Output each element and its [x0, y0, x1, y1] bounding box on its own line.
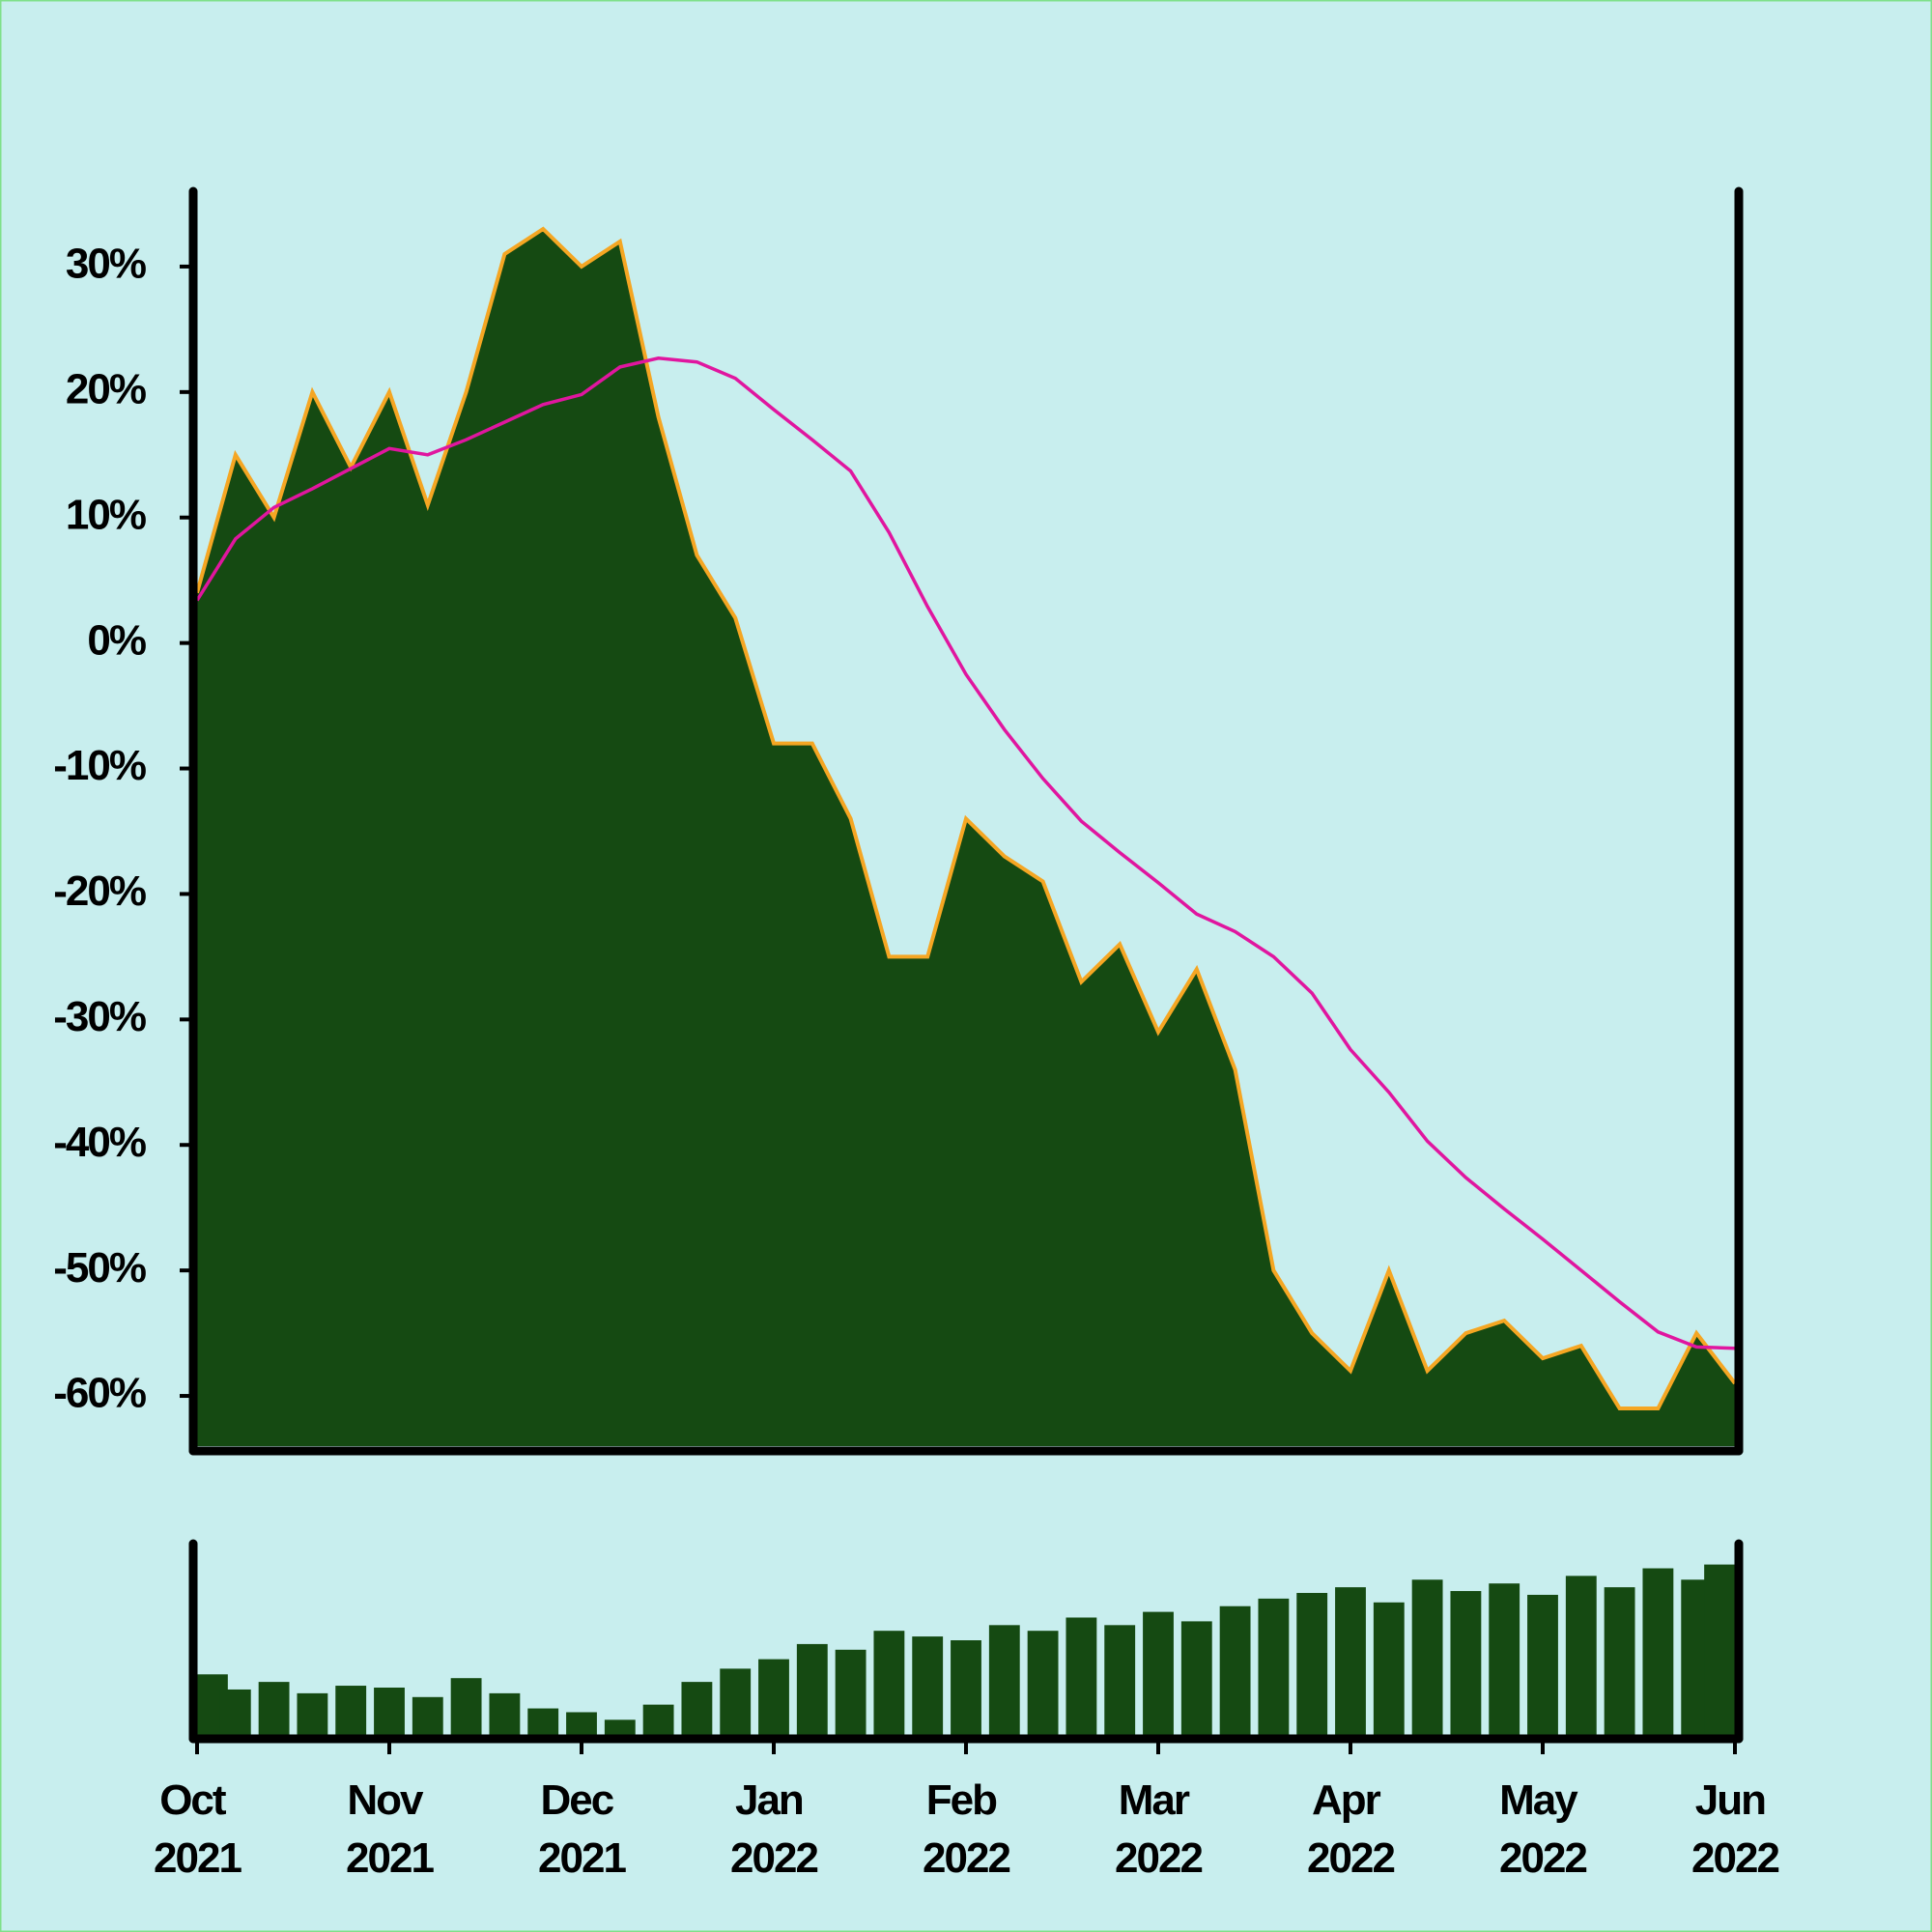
volume-bar	[758, 1659, 789, 1735]
volume-bar	[1565, 1576, 1597, 1735]
y-tick-label: -60%	[53, 1370, 146, 1417]
axes-frame	[188, 186, 1744, 1744]
volume-bar	[1704, 1564, 1735, 1735]
volume-bar	[912, 1636, 944, 1735]
price-area	[197, 229, 1735, 1446]
x-tick-label: May 2022	[1499, 1776, 1586, 1882]
volume-bar	[297, 1692, 328, 1735]
x-tick-label: Oct 2021	[154, 1776, 242, 1882]
y-tick-label: 20%	[66, 365, 146, 412]
x-tick-label: Nov 2021	[346, 1776, 434, 1882]
moving-average-line	[195, 356, 1736, 1350]
volume-bar	[335, 1686, 367, 1735]
volume-bar	[374, 1688, 405, 1735]
volume-bar	[1143, 1611, 1174, 1735]
volume-bar	[1489, 1583, 1520, 1735]
y-tick-label: -40%	[53, 1119, 146, 1166]
price-line	[195, 226, 1737, 1410]
volume-bar	[1604, 1587, 1635, 1735]
x-tick-label: Mar 2022	[1115, 1776, 1202, 1882]
volume-bar	[1450, 1591, 1482, 1735]
volume-bar	[1180, 1621, 1212, 1735]
x-tick-label: Apr 2022	[1307, 1776, 1394, 1882]
volume-bar	[1258, 1598, 1290, 1735]
y-tick-label: 0%	[87, 616, 145, 664]
volume-bar	[1065, 1617, 1097, 1735]
volume-bar	[1296, 1593, 1328, 1735]
volume-bar	[681, 1682, 713, 1735]
volume-bar	[604, 1719, 636, 1735]
volume-bar	[1219, 1605, 1251, 1735]
volume-bar	[1642, 1568, 1674, 1735]
volume-bar	[1335, 1587, 1366, 1735]
y-tick-label: -30%	[53, 993, 146, 1040]
volume-bar	[873, 1631, 905, 1735]
volume-bar	[1104, 1625, 1136, 1735]
y-tick-label: -10%	[53, 742, 146, 789]
volume-bar	[258, 1682, 290, 1735]
volume-bar	[1027, 1631, 1059, 1735]
volume-bar	[1373, 1602, 1405, 1735]
volume-panel: Oct 2021 Nov 2021 Dec 2021 Jan 2022 Feb 2022…	[154, 1564, 1780, 1882]
volume-bar	[219, 1689, 251, 1735]
volume-bar	[412, 1696, 443, 1735]
volume-bar	[951, 1640, 981, 1735]
volume-bar	[642, 1704, 674, 1735]
x-tick-label: Feb 2022	[923, 1776, 1009, 1882]
volume-bar	[796, 1643, 828, 1735]
x-tick-label: Jun 2022	[1691, 1776, 1778, 1882]
price-panel: -60% -50% -40% -30% -20% -10% 0% 10% 20% 30%	[53, 226, 1737, 1446]
volume-bar	[1411, 1579, 1443, 1735]
volume-bar	[527, 1708, 559, 1735]
volume-bar	[835, 1649, 867, 1735]
volume-bar	[566, 1712, 597, 1735]
y-tick-label: -50%	[53, 1244, 146, 1292]
volume-bar	[450, 1678, 482, 1735]
y-tick-label: 30%	[66, 241, 146, 288]
volume-bar	[720, 1668, 752, 1735]
x-tick-label: Dec 2021	[538, 1776, 626, 1882]
y-tick-label: -20%	[53, 867, 146, 915]
volume-bar	[988, 1625, 1020, 1735]
volume-bar	[489, 1692, 521, 1735]
y-tick-label: 10%	[66, 491, 146, 538]
x-tick-label: Jan 2022	[730, 1776, 817, 1882]
volume-bar	[1527, 1594, 1558, 1735]
